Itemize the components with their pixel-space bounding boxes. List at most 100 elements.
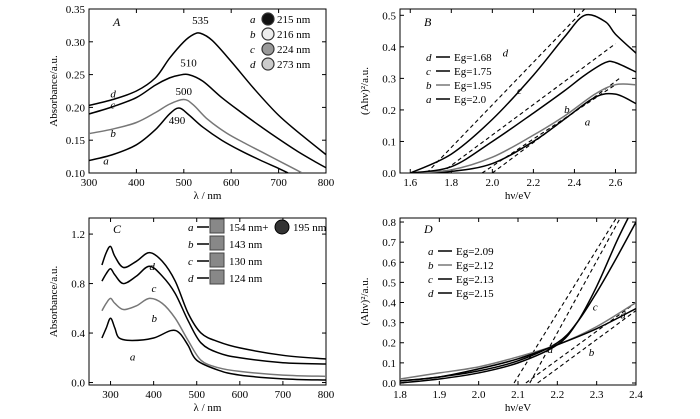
legend-letter-c: c: [428, 274, 433, 286]
particle-icon: [261, 12, 275, 26]
legend-text: Eg=2.15: [456, 288, 494, 300]
panel-a: 300 400 500 600 700 800 0.10 0.15 0.20 0.25 0.30 0.…: [48, 4, 335, 202]
series-line-c: [101, 265, 326, 365]
peak-label: 510: [180, 58, 197, 70]
curve-label-b: b: [589, 347, 595, 359]
y-tick-label: 0.8: [382, 217, 396, 229]
series-line-d: [101, 245, 326, 360]
legend-letter-c: c: [426, 66, 431, 78]
legend-letter-b: b: [428, 260, 434, 272]
curve-label-d: d: [110, 89, 116, 101]
legend-text: Eg=2.09: [456, 246, 494, 258]
legend-text: 224 nm: [277, 44, 311, 56]
panel-c: 300 400 500 600 700 800 0.0 0.4 0.8 1.2 λ / nm Abso…: [48, 217, 335, 414]
cube-icon: [209, 269, 225, 285]
legend-text: Eg=1.95: [454, 80, 492, 92]
fit-line-a: [513, 218, 617, 384]
y-tick-label: 0.20: [66, 102, 86, 114]
y-tick-label: 0.4: [71, 328, 85, 340]
legend-letter-a: a: [250, 14, 256, 26]
x-tick-label: 1.9: [432, 389, 446, 401]
legend-text: Eg=1.75: [454, 66, 492, 78]
panel-letter: B: [424, 15, 432, 29]
curve-label-b: b: [151, 313, 157, 325]
series-line-d: [89, 32, 326, 156]
y-tick-label: 0.5: [382, 277, 396, 289]
legend-letter-b: b: [250, 29, 256, 41]
x-tick-label: 2.1: [511, 389, 525, 401]
fit-line-c: [529, 218, 621, 384]
x-tick-label: 2.3: [590, 389, 604, 401]
fit-line-b: [481, 84, 616, 173]
x-tick-label: 700: [275, 389, 292, 401]
x-tick-label: 2.2: [550, 389, 564, 401]
x-axis-label: λ / nm: [194, 402, 222, 414]
y-tick-label: 0.3: [382, 73, 396, 85]
x-tick-label: 800: [318, 177, 335, 189]
legend-letter-d: d: [426, 52, 432, 64]
legend-text: Eg=2.0: [454, 94, 487, 106]
legend-text: 154 nm+: [229, 222, 269, 234]
series-line-a: [410, 92, 636, 173]
y-tick-label: 0.15: [66, 135, 86, 147]
legend-text: 124 nm: [229, 273, 263, 285]
cube-icon: [209, 218, 225, 234]
y-tick-label: 0.6: [382, 257, 396, 269]
cube-icon: [209, 235, 225, 251]
x-tick-label: 800: [318, 389, 335, 401]
fit-line-c: [440, 43, 616, 173]
particle-icon: [261, 57, 275, 71]
y-tick-label: 0.10: [66, 168, 86, 180]
curve-label-a: a: [548, 344, 554, 356]
curve-label-d: d: [503, 47, 509, 59]
x-tick-label: 2.4: [629, 389, 643, 401]
legend-letter-a: a: [188, 222, 194, 234]
legend-text: 273 nm: [277, 59, 311, 71]
legend: a 154 nm+ 195 nm b 143 nm c 130 nm d 124 nm: [188, 218, 327, 285]
curve-label-d: d: [149, 261, 155, 273]
legend-letter-d: d: [188, 273, 194, 285]
legend-letter-a: a: [428, 246, 434, 258]
x-tick-label: 400: [145, 389, 162, 401]
legend-letter-d: d: [250, 59, 256, 71]
panel-letter: A: [112, 15, 121, 29]
curve-label-c: c: [110, 100, 115, 112]
particle-icon: [261, 42, 275, 56]
series-line-a: [101, 317, 326, 381]
y-tick-label: 0.3: [382, 318, 396, 330]
legend-letter-d: d: [428, 288, 434, 300]
plot-frame: [399, 8, 637, 174]
legend-text-extra: 195 nm: [293, 222, 327, 234]
panel-letter: C: [113, 222, 122, 236]
x-tick-label: 300: [81, 177, 98, 189]
legend-text: 216 nm: [277, 29, 311, 41]
series-line-b: [400, 301, 636, 380]
curve-label-c: c: [517, 85, 522, 97]
legend-letter-b: b: [188, 239, 194, 251]
x-tick-label: 500: [188, 389, 205, 401]
legend-text: Eg=2.12: [456, 260, 494, 272]
curve-label-c: c: [151, 283, 156, 295]
y-axis-label: Absorbance/a.u.: [48, 55, 60, 127]
curve-label-a: a: [103, 155, 109, 167]
legend-text: Eg=2.13: [456, 274, 494, 286]
legend-text: 215 nm: [277, 14, 311, 26]
y-tick-label: 0.4: [382, 42, 396, 54]
x-tick-label: 400: [128, 177, 145, 189]
curve-label-d: d: [620, 310, 626, 322]
peak-label: 535: [192, 15, 209, 27]
x-tick-label: 500: [176, 177, 193, 189]
curve-label-c: c: [593, 302, 598, 314]
y-tick-label: 0.0: [382, 378, 396, 390]
legend-text: 143 nm: [229, 239, 263, 251]
plot-frame: [88, 8, 327, 174]
peak-label: 500: [176, 86, 193, 98]
sphere-icon: [274, 219, 290, 235]
y-tick-label: 0.4: [382, 298, 396, 310]
y-tick-label: 0.2: [382, 105, 396, 117]
y-tick-label: 0.2: [382, 338, 396, 350]
series-line-c: [89, 73, 326, 169]
panel-letter: D: [423, 222, 433, 236]
x-tick-label: 2.4: [568, 177, 582, 189]
